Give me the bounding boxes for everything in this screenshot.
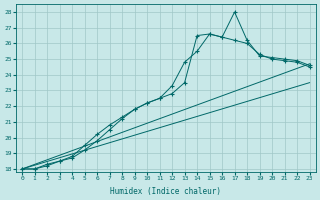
X-axis label: Humidex (Indice chaleur): Humidex (Indice chaleur)	[110, 187, 221, 196]
